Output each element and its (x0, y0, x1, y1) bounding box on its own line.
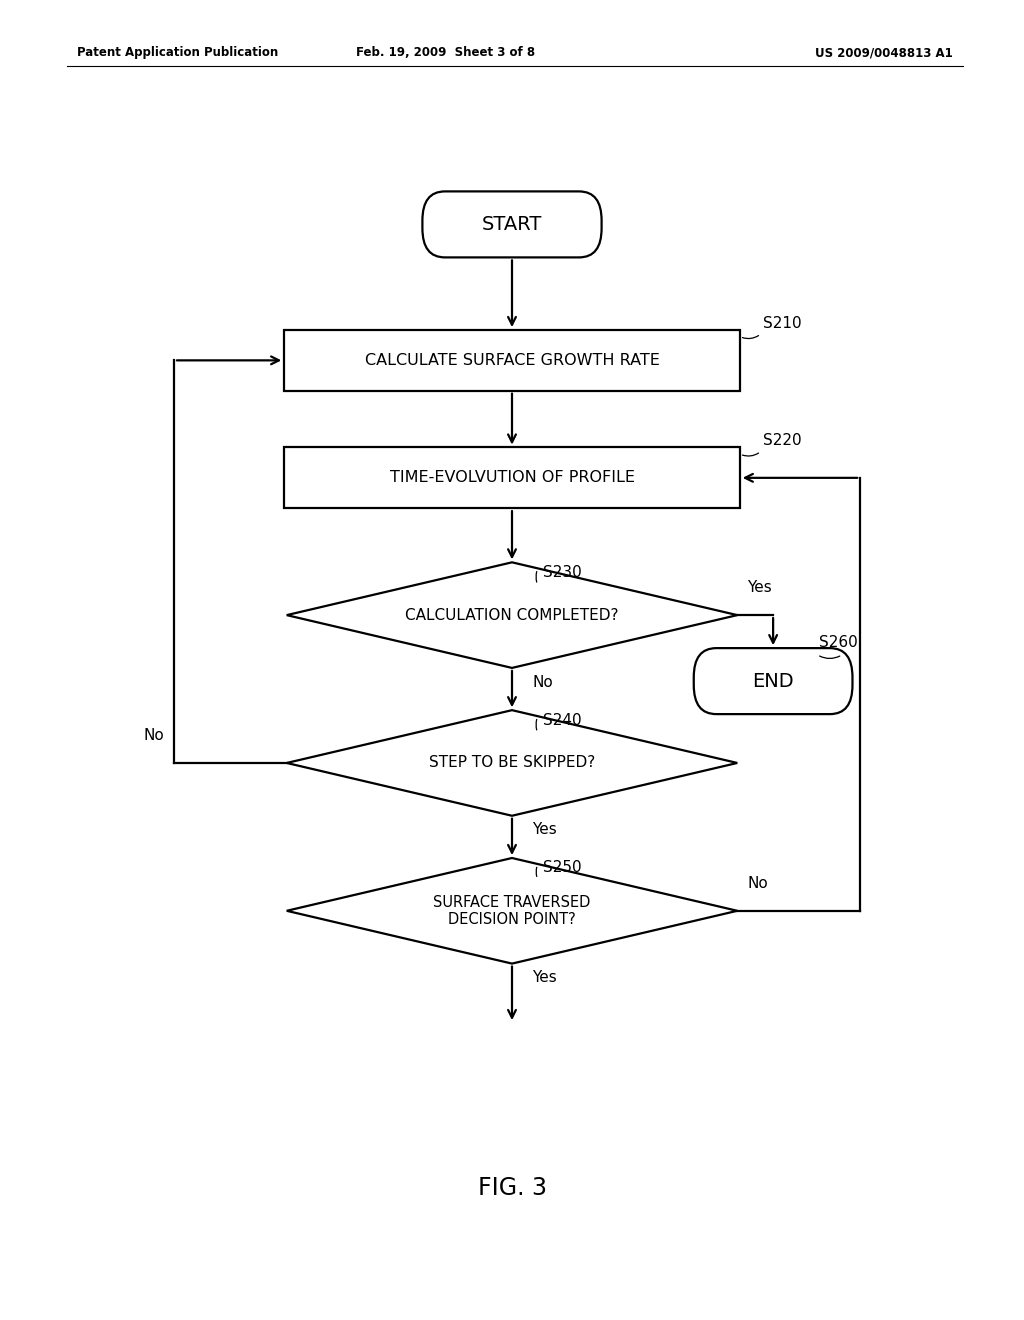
Bar (284, 330, 739, 391)
Text: START: START (482, 215, 542, 234)
Text: Yes: Yes (532, 822, 557, 837)
Text: END: END (753, 672, 794, 690)
Text: Feb. 19, 2009  Sheet 3 of 8: Feb. 19, 2009 Sheet 3 of 8 (356, 46, 535, 59)
Text: S240: S240 (543, 713, 582, 729)
FancyBboxPatch shape (694, 648, 852, 714)
Polygon shape (287, 562, 737, 668)
Text: S230: S230 (543, 565, 582, 581)
Text: S220: S220 (763, 433, 802, 449)
Text: CALCULATE SURFACE GROWTH RATE: CALCULATE SURFACE GROWTH RATE (365, 352, 659, 368)
Text: Patent Application Publication: Patent Application Publication (77, 46, 279, 59)
Text: CALCULATION COMPLETED?: CALCULATION COMPLETED? (406, 607, 618, 623)
Text: TIME-EVOLVUTION OF PROFILE: TIME-EVOLVUTION OF PROFILE (389, 470, 635, 486)
Bar (284, 447, 739, 508)
Text: S260: S260 (819, 635, 858, 651)
Text: S250: S250 (543, 859, 582, 875)
Text: Yes: Yes (532, 970, 557, 985)
Text: S210: S210 (763, 315, 802, 331)
FancyBboxPatch shape (422, 191, 601, 257)
Text: STEP TO BE SKIPPED?: STEP TO BE SKIPPED? (429, 755, 595, 771)
Text: No: No (748, 876, 768, 891)
Text: Yes: Yes (748, 581, 772, 595)
Polygon shape (287, 710, 737, 816)
Polygon shape (287, 858, 737, 964)
Text: SURFACE TRAVERSED
DECISION POINT?: SURFACE TRAVERSED DECISION POINT? (433, 895, 591, 927)
Text: No: No (532, 675, 553, 689)
Text: No: No (143, 729, 164, 743)
Text: US 2009/0048813 A1: US 2009/0048813 A1 (814, 46, 952, 59)
Text: FIG. 3: FIG. 3 (477, 1176, 547, 1200)
